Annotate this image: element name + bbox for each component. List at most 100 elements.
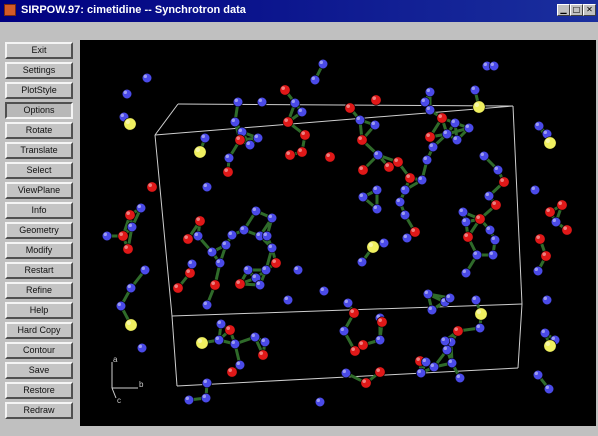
sulfur-atom[interactable] xyxy=(543,136,557,150)
oxygen-atom[interactable] xyxy=(404,172,416,184)
carbon-atom[interactable] xyxy=(356,256,368,268)
carbon-atom[interactable] xyxy=(318,285,330,297)
carbon-atom[interactable] xyxy=(357,191,369,203)
carbon-atom[interactable] xyxy=(226,229,238,241)
carbon-atom[interactable] xyxy=(394,196,406,208)
sulfur-atom[interactable] xyxy=(474,307,488,321)
oxygen-atom[interactable] xyxy=(296,146,308,158)
oxygen-atom[interactable] xyxy=(122,243,134,255)
rotate-button[interactable]: Rotate xyxy=(5,122,73,139)
carbon-atom[interactable] xyxy=(541,294,553,306)
carbon-atom[interactable] xyxy=(399,209,411,221)
select-button[interactable]: Select xyxy=(5,162,73,179)
carbon-atom[interactable] xyxy=(451,134,463,146)
carbon-atom[interactable] xyxy=(428,361,440,373)
oxygen-atom[interactable] xyxy=(324,151,336,163)
carbon-atom[interactable] xyxy=(260,264,272,276)
carbon-atom[interactable] xyxy=(338,325,350,337)
oxygen-atom[interactable] xyxy=(344,102,356,114)
carbon-atom[interactable] xyxy=(372,149,384,161)
carbon-atom[interactable] xyxy=(244,139,256,151)
carbon-atom[interactable] xyxy=(126,221,138,233)
carbon-atom[interactable] xyxy=(441,128,453,140)
carbon-atom[interactable] xyxy=(371,203,383,215)
maximize-button[interactable]: □ xyxy=(570,4,583,16)
carbon-atom[interactable] xyxy=(460,267,472,279)
carbon-atom[interactable] xyxy=(238,224,250,236)
carbon-atom[interactable] xyxy=(183,394,195,406)
oxygen-atom[interactable] xyxy=(184,267,196,279)
exit-button[interactable]: Exit xyxy=(5,42,73,59)
carbon-atom[interactable] xyxy=(401,232,413,244)
carbon-atom[interactable] xyxy=(449,117,461,129)
settings-button[interactable]: Settings xyxy=(5,62,73,79)
carbon-atom[interactable] xyxy=(314,396,326,408)
carbon-atom[interactable] xyxy=(487,249,499,261)
oxygen-atom[interactable] xyxy=(182,233,194,245)
carbon-atom[interactable] xyxy=(250,205,262,217)
minimize-button[interactable]: ▁ xyxy=(557,4,570,16)
oxygen-atom[interactable] xyxy=(392,156,404,168)
carbon-atom[interactable] xyxy=(266,212,278,224)
carbon-atom[interactable] xyxy=(317,58,329,70)
carbon-atom[interactable] xyxy=(439,335,451,347)
save-button[interactable]: Save xyxy=(5,362,73,379)
carbon-atom[interactable] xyxy=(532,369,544,381)
oxygen-atom[interactable] xyxy=(284,149,296,161)
carbon-atom[interactable] xyxy=(484,224,496,236)
oxygen-atom[interactable] xyxy=(561,224,573,236)
carbon-atom[interactable] xyxy=(424,86,436,98)
carbon-atom[interactable] xyxy=(415,367,427,379)
carbon-atom[interactable] xyxy=(460,216,472,228)
oxygen-atom[interactable] xyxy=(357,339,369,351)
restart-button[interactable]: Restart xyxy=(5,262,73,279)
info-button[interactable]: Info xyxy=(5,202,73,219)
carbon-atom[interactable] xyxy=(254,279,266,291)
geometry-button[interactable]: Geometry xyxy=(5,222,73,239)
oxygen-atom[interactable] xyxy=(124,209,136,221)
oxygen-atom[interactable] xyxy=(222,166,234,178)
plotstyle-button[interactable]: PlotStyle xyxy=(5,82,73,99)
carbon-atom[interactable] xyxy=(529,184,541,196)
carbon-atom[interactable] xyxy=(136,342,148,354)
oxygen-atom[interactable] xyxy=(424,131,436,143)
carbon-atom[interactable] xyxy=(427,141,439,153)
oxygen-atom[interactable] xyxy=(383,161,395,173)
carbon-atom[interactable] xyxy=(289,97,301,109)
oxygen-atom[interactable] xyxy=(234,134,246,146)
options-button[interactable]: Options xyxy=(5,102,73,119)
carbon-atom[interactable] xyxy=(201,181,213,193)
carbon-atom[interactable] xyxy=(125,282,137,294)
oxygen-atom[interactable] xyxy=(270,257,282,269)
carbon-atom[interactable] xyxy=(539,327,551,339)
oxygen-atom[interactable] xyxy=(194,215,206,227)
carbon-atom[interactable] xyxy=(215,318,227,330)
help-button[interactable]: Help xyxy=(5,302,73,319)
translate-button[interactable]: Translate xyxy=(5,142,73,159)
oxygen-atom[interactable] xyxy=(462,231,474,243)
carbon-atom[interactable] xyxy=(340,367,352,379)
carbon-atom[interactable] xyxy=(229,338,241,350)
oxygen-atom[interactable] xyxy=(146,181,158,193)
sulfur-atom[interactable] xyxy=(123,117,137,131)
carbon-atom[interactable] xyxy=(256,96,268,108)
carbon-atom[interactable] xyxy=(492,164,504,176)
sulfur-atom[interactable] xyxy=(472,100,486,114)
carbon-atom[interactable] xyxy=(139,264,151,276)
oxygen-atom[interactable] xyxy=(490,199,502,211)
carbon-atom[interactable] xyxy=(242,264,254,276)
carbon-atom[interactable] xyxy=(261,230,273,242)
oxygen-atom[interactable] xyxy=(356,134,368,146)
molecule-viewport[interactable]: a b c xyxy=(80,40,596,426)
oxygen-atom[interactable] xyxy=(436,112,448,124)
carbon-atom[interactable] xyxy=(201,377,213,389)
contour-button[interactable]: Contour xyxy=(5,342,73,359)
carbon-atom[interactable] xyxy=(543,383,555,395)
oxygen-atom[interactable] xyxy=(370,94,382,106)
close-button[interactable]: ✕ xyxy=(583,4,596,16)
refine-button[interactable]: Refine xyxy=(5,282,73,299)
oxygen-atom[interactable] xyxy=(374,366,386,378)
carbon-atom[interactable] xyxy=(421,154,433,166)
oxygen-atom[interactable] xyxy=(357,164,369,176)
carbon-atom[interactable] xyxy=(201,299,213,311)
